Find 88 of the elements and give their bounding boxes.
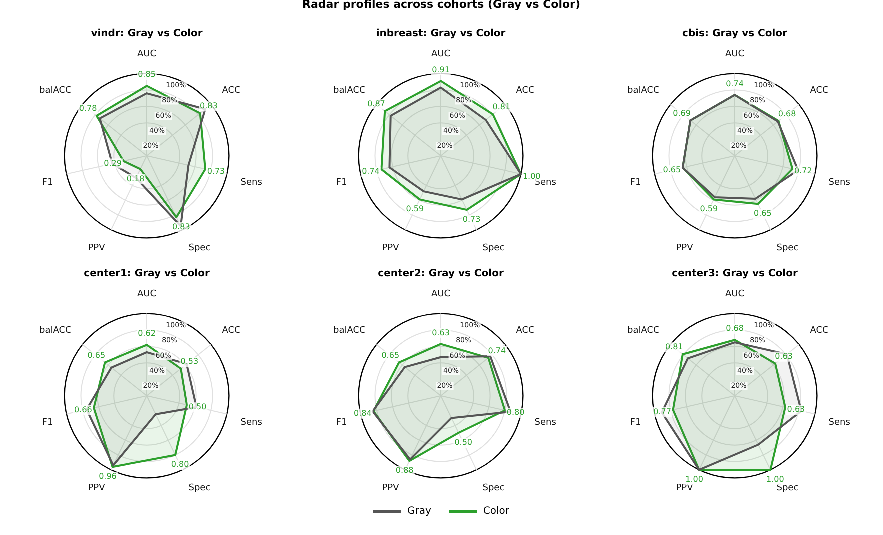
data-label: 0.96 <box>99 472 117 482</box>
spoke-label: balACC <box>39 326 72 336</box>
data-label: 0.65 <box>88 350 106 360</box>
spoke-label: F1 <box>42 418 54 428</box>
spoke-label: Sens <box>828 418 851 428</box>
spoke-label: balACC <box>333 86 366 96</box>
legend-label: Gray <box>407 506 432 517</box>
chart-title: vindr: Gray vs Color <box>91 28 203 40</box>
spoke-label: PPV <box>88 243 106 254</box>
spoke-label: Sens <box>534 418 557 428</box>
spoke-label: PPV <box>88 483 106 494</box>
spoke-label: ACC <box>810 86 829 96</box>
spoke-label: Spec <box>188 483 211 494</box>
data-label: 0.65 <box>663 165 682 174</box>
data-label: 0.73 <box>207 166 226 176</box>
spoke-label: AUC <box>725 290 745 300</box>
data-label: 0.66 <box>74 406 92 415</box>
spoke-label: AUC <box>725 50 745 60</box>
data-label: 0.73 <box>462 215 481 224</box>
spoke-label: PPV <box>676 243 694 254</box>
spoke-label: PPV <box>382 483 400 494</box>
data-label: 0.63 <box>775 352 793 361</box>
spoke-label: Sens <box>534 178 557 188</box>
data-label: 0.81 <box>492 102 511 112</box>
chart-title: center1: Gray vs Color <box>84 268 210 280</box>
data-label: 0.63 <box>787 405 806 414</box>
spoke-label: balACC <box>333 326 366 336</box>
data-label: 0.68 <box>726 324 744 334</box>
data-label: 0.68 <box>778 109 796 118</box>
data-label: 0.65 <box>382 350 400 360</box>
spoke-label: Sens <box>240 178 263 188</box>
chart-title: inbreast: Gray vs Color <box>376 28 506 40</box>
spoke-label: ACC <box>516 86 535 96</box>
text: Radar profiles across cohorts (Gray vs Color) <box>302 0 580 11</box>
data-label: 0.85 <box>138 70 156 80</box>
data-label: 0.59 <box>406 204 424 214</box>
spoke-label: balACC <box>627 86 660 96</box>
spoke-label: PPV <box>676 483 694 494</box>
chart-title: center2: Gray vs Color <box>378 268 504 280</box>
spoke-label: F1 <box>42 178 54 188</box>
spoke-label: F1 <box>336 418 348 428</box>
spoke-label: F1 <box>630 178 642 188</box>
spoke-label: AUC <box>137 50 157 60</box>
chart-title: cbis: Gray vs Color <box>682 28 788 40</box>
spoke-label: Spec <box>188 243 211 254</box>
chart-title: center3: Gray vs Color <box>672 268 798 280</box>
spoke-label: Spec <box>776 243 799 254</box>
spoke-label: PPV <box>382 243 400 254</box>
data-label: 0.50 <box>454 438 473 448</box>
data-label: 1.00 <box>686 475 704 484</box>
data-label: 0.74 <box>726 79 744 88</box>
data-label: 1.00 <box>766 475 784 484</box>
data-label: 0.80 <box>506 408 525 418</box>
spoke-label: ACC <box>222 326 241 336</box>
data-label: 0.53 <box>180 357 199 366</box>
spoke-label: Sens <box>828 178 851 188</box>
spoke-label: Spec <box>776 483 799 494</box>
data-label: 0.74 <box>362 167 380 176</box>
data-label: 0.69 <box>673 108 691 118</box>
data-label: 0.81 <box>665 342 684 352</box>
legend-label: Color <box>483 506 510 517</box>
spoke-label: AUC <box>431 290 451 300</box>
spoke-label: AUC <box>431 50 451 60</box>
data-label: 0.91 <box>432 65 450 74</box>
data-label: 0.72 <box>794 166 812 176</box>
data-label: 0.87 <box>368 100 386 109</box>
spoke-label: Sens <box>240 418 263 428</box>
spoke-label: ACC <box>810 326 829 336</box>
data-label: 1.00 <box>522 172 541 181</box>
data-label: 0.88 <box>396 466 414 476</box>
spoke-label: F1 <box>336 178 348 188</box>
spoke-label: balACC <box>39 86 72 96</box>
spoke-label: ACC <box>516 326 535 336</box>
spoke-label: F1 <box>630 418 642 428</box>
data-label: 0.74 <box>488 346 506 356</box>
data-label: 0.63 <box>432 328 450 338</box>
data-label: 0.62 <box>138 329 156 338</box>
spoke-label: Spec <box>482 243 505 254</box>
data-label: 0.83 <box>200 102 218 111</box>
data-label: 0.59 <box>700 204 718 214</box>
data-label: 0.80 <box>171 460 190 470</box>
spoke-label: ACC <box>222 86 241 96</box>
data-label: 0.78 <box>79 104 98 114</box>
spoke-label: balACC <box>627 326 660 336</box>
data-label: 0.84 <box>354 408 372 418</box>
spoke-label: AUC <box>137 290 157 300</box>
data-label: 0.65 <box>754 209 772 218</box>
spoke-label: Spec <box>482 483 505 494</box>
